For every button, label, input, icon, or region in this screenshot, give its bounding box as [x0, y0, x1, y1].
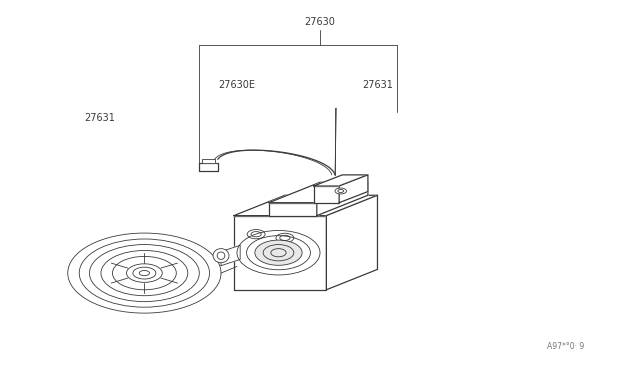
- Polygon shape: [234, 195, 378, 216]
- Polygon shape: [221, 245, 240, 266]
- Text: A97*°0· 9: A97*°0· 9: [547, 341, 584, 350]
- Ellipse shape: [247, 230, 265, 239]
- Text: 27630E: 27630E: [218, 80, 255, 90]
- Polygon shape: [317, 182, 368, 216]
- Polygon shape: [269, 203, 317, 216]
- Polygon shape: [326, 195, 378, 290]
- Polygon shape: [269, 182, 368, 203]
- Ellipse shape: [335, 188, 346, 194]
- Ellipse shape: [276, 233, 294, 243]
- Ellipse shape: [255, 240, 302, 265]
- Polygon shape: [198, 163, 218, 171]
- Ellipse shape: [213, 248, 229, 263]
- Polygon shape: [339, 175, 368, 203]
- Polygon shape: [202, 159, 214, 163]
- Polygon shape: [234, 216, 326, 290]
- Polygon shape: [314, 186, 339, 203]
- Text: 27631: 27631: [362, 80, 393, 90]
- Text: 27631: 27631: [84, 113, 115, 123]
- Text: 27630: 27630: [305, 17, 335, 27]
- Polygon shape: [314, 175, 368, 186]
